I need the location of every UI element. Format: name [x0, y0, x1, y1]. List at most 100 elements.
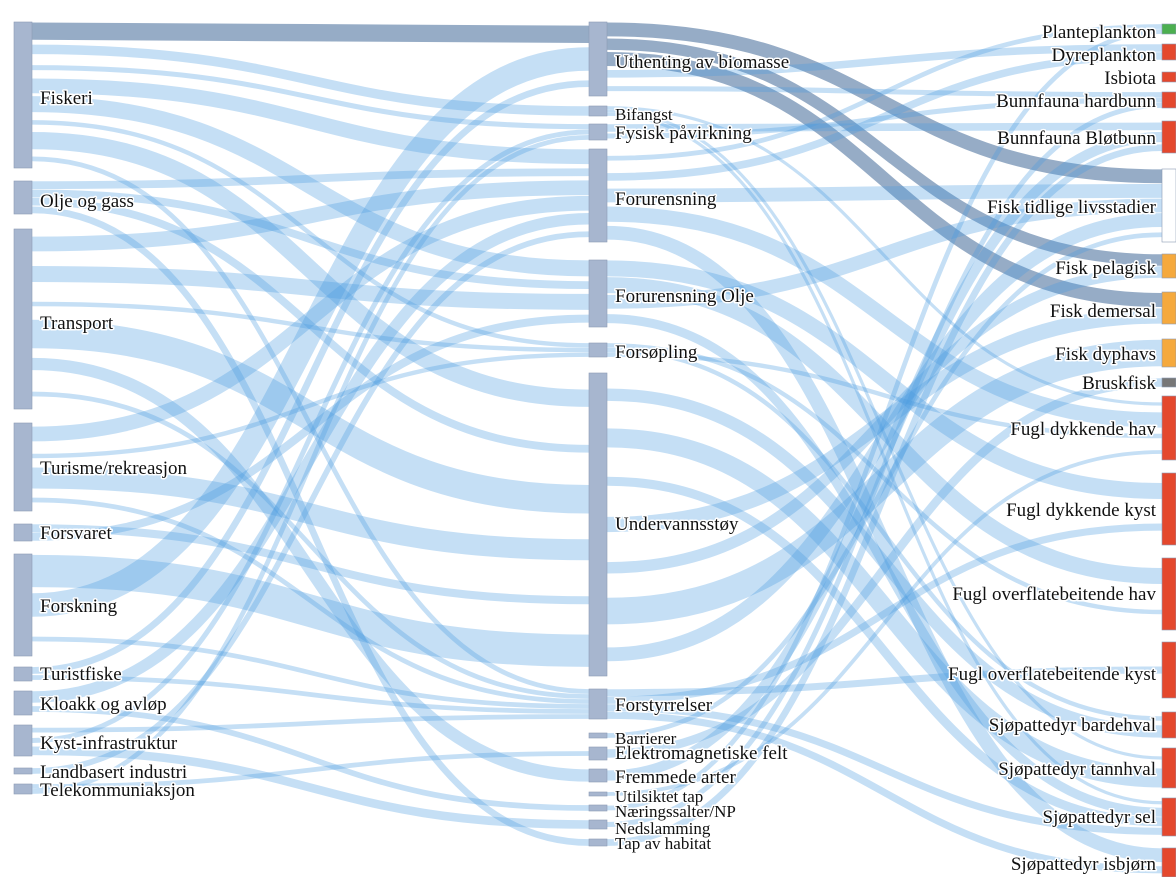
link-turisme-forurensning [31, 195, 590, 442]
target-node-fugloverhav [1161, 557, 1176, 631]
pressure-label-uthenting: Uthenting av biomasse [615, 52, 789, 73]
link-bifangst-tannhval [606, 109, 1163, 760]
link-undervann-demersal [606, 308, 1163, 533]
source-label-telekom: Telekommuniaksjon [40, 780, 195, 801]
link-turisme-forsopling [31, 352, 590, 459]
source-node-forsvaret [13, 523, 33, 542]
link-uthenting-fisktidlig [606, 22, 1163, 184]
source-node-kloakk [13, 690, 33, 716]
link-undervann-sel [606, 476, 1163, 827]
source-node-transport [13, 228, 33, 410]
link-forurensning-dyre [606, 52, 1163, 181]
pressure-label-barrierer: Barrierer [615, 729, 677, 748]
pressure-node-utilsiktet [588, 791, 608, 797]
link-transport-forstyrrelser [31, 391, 590, 699]
link-undervann-fisktidlig [606, 213, 1163, 662]
source-node-turistfiske [13, 666, 33, 682]
link-turisme-forstyrrelser [31, 497, 590, 704]
target-label-isbiota: Isbiota [1104, 68, 1156, 89]
link-landbasert-forurensning [31, 231, 590, 774]
target-label-fugloverkyst: Fugl overflatebeitende kyst [948, 664, 1157, 685]
link-kloakk-naering [31, 706, 590, 811]
source-label-kloakk: Kloakk og avløp [40, 694, 167, 715]
target-label-tannhval: Sjøpattedyr tannhval [998, 759, 1156, 780]
link-forolje-fugldykkyst [606, 260, 1163, 499]
nodes-layer [13, 21, 1176, 877]
target-node-tannhval [1161, 747, 1176, 789]
pressure-node-nedslamming [588, 819, 608, 830]
link-kyst-forstyrrelser [31, 714, 590, 733]
target-node-dyre [1161, 43, 1176, 61]
link-fiskeri-undervann [31, 131, 590, 407]
pressure-node-naering [588, 804, 608, 812]
link-elektro-bruskfisk [606, 378, 1163, 758]
link-fiskeri-bifangst [31, 44, 590, 116]
link-kyst-fysisk [31, 129, 590, 744]
target-node-fugloverkyst [1161, 641, 1176, 699]
link-barrierer-fisktidlig [606, 232, 1163, 738]
link-transport-undervann [31, 319, 590, 514]
target-label-fisktidlig: Fisk tidlige livsstadier [987, 197, 1157, 218]
link-transport-forolje [31, 266, 590, 310]
link-forurensning-fisktidlig [606, 183, 1163, 203]
link-forurensning-isbjorn [606, 225, 1163, 863]
pressure-label-naering: Næringssalter/NP [615, 802, 736, 821]
source-label-olje: Olje og gass [40, 191, 134, 212]
link-forsopling-bardehval [606, 347, 1163, 721]
target-label-dyphavs: Fisk dyphavs [1055, 344, 1156, 365]
link-fiskeri-forsopling [31, 120, 590, 348]
links-layer [31, 22, 1163, 874]
target-label-plante: Planteplankton [1042, 22, 1156, 43]
source-node-fiskeri [13, 21, 33, 169]
pressure-label-forurensning: Forurensning [615, 189, 717, 210]
link-fiskeri-uthenting [31, 22, 590, 44]
pressure-label-forolje: Forurensning Olje [615, 286, 754, 307]
source-label-landbasert: Landbasert industri [40, 762, 187, 783]
link-bifangst-fugldykhav [606, 106, 1163, 406]
link-fiskeri-forstyrrelser [31, 156, 590, 694]
link-turistfiske-uthenting [31, 80, 590, 674]
pressure-label-undervann: Undervannsstøy [615, 514, 739, 535]
source-label-forsvaret: Forsvaret [40, 523, 112, 544]
pressure-label-forsopling: Forsøpling [615, 342, 698, 363]
link-fiskeri-fysisk [31, 65, 590, 130]
link-forurensning-fugldykhav [606, 206, 1163, 428]
link-forolje-fugloverhav [606, 277, 1163, 584]
pressure-node-bifangst [588, 105, 608, 117]
target-node-hardbunn [1161, 91, 1176, 109]
pressure-node-barrierer [588, 732, 608, 739]
target-label-fugloverhav: Fugl overflatebeitende hav [952, 584, 1156, 605]
link-fremmede-blotbunn [606, 131, 1163, 781]
pressure-node-forstyrrelser [588, 688, 608, 720]
pressure-label-bifangst: Bifangst [615, 105, 673, 124]
source-label-turistfiske: Turistfiske [40, 664, 122, 685]
pressure-node-fysisk [588, 123, 608, 141]
target-node-pelagisk [1161, 253, 1176, 279]
link-forolje-sel [606, 314, 1163, 817]
target-label-hardbunn: Bunnfauna hardbunn [996, 91, 1156, 112]
labels-layer: Fiskeri Olje og gass Transport Turisme/rekr… [39, 21, 1159, 877]
link-undervann-pelagisk [606, 266, 1163, 574]
target-node-plante [1161, 23, 1176, 35]
target-node-bardehval [1161, 711, 1176, 739]
pressure-node-forolje [588, 259, 608, 328]
link-transport-forurensning [31, 180, 590, 252]
pressure-node-tap [588, 838, 608, 847]
link-olje-tap [31, 206, 590, 846]
target-label-fugldykhav: Fugl dykkende hav [1010, 419, 1156, 440]
target-label-pelagisk: Fisk pelagisk [1055, 258, 1156, 279]
pressure-node-undervann [588, 372, 608, 677]
pressure-node-elektro [588, 746, 608, 761]
link-forskning-undervann [31, 554, 590, 667]
target-node-demersal [1161, 291, 1176, 325]
link-naering-plante [606, 29, 1163, 811]
link-forurensning-plante [606, 24, 1163, 161]
link-utilsiktet-fugldykhav [606, 450, 1163, 796]
link-forolje-fisktidlig [606, 198, 1163, 309]
link-kloakk-forurensning [31, 213, 590, 703]
link-forstyrrelser-fugloverkyst [606, 666, 1163, 697]
pressure-label-fremmede: Fremmede arter [615, 767, 736, 788]
pressure-label-elektro: Elektromagnetiske felt [615, 743, 788, 764]
target-label-demersal: Fisk demersal [1050, 301, 1156, 322]
target-label-fugldykkyst: Fugl dykkende kyst [1006, 500, 1157, 521]
